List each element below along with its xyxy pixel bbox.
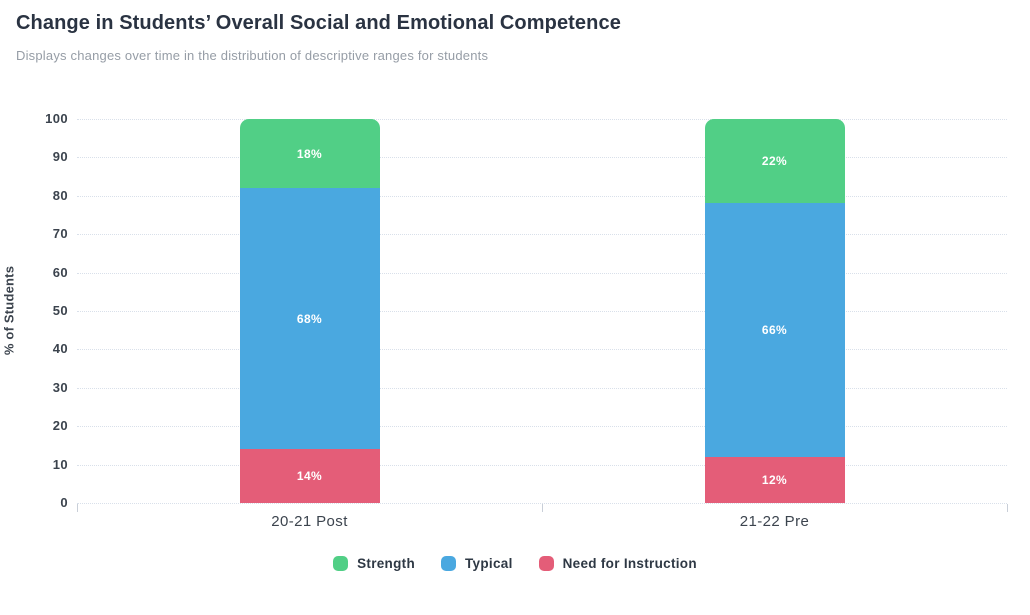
- legend-item-strength[interactable]: Strength: [333, 556, 415, 571]
- bar-20-21-post-segment-need-for-instruction[interactable]: 14%: [239, 449, 380, 503]
- x-axis-boundary-tick: [1006, 504, 1008, 512]
- y-tick-label-80: 80: [52, 187, 68, 203]
- category-band-20-21-post: 14% 68% 18%: [77, 119, 542, 503]
- gridline-70: [77, 234, 1007, 236]
- legend-swatch-typical: [441, 556, 456, 571]
- segment-value-label: 22%: [761, 154, 788, 169]
- gridline-30: [77, 387, 1007, 389]
- segment-value-label: 68%: [296, 311, 323, 326]
- x-axis-boundary-tick: [76, 504, 78, 512]
- bar-21-22-pre-segment-strength[interactable]: 22%: [704, 119, 845, 204]
- bar-20-21-post-segment-typical[interactable]: 68%: [239, 188, 380, 450]
- bar-21-22-pre-segment-typical[interactable]: 66%: [704, 203, 845, 457]
- legend-label-need-for-instruction: Need for Instruction: [562, 556, 697, 571]
- y-tick-label-10: 10: [52, 456, 68, 472]
- legend-label-strength: Strength: [357, 556, 415, 571]
- chart-subtitle: Displays changes over time in the distri…: [16, 48, 489, 63]
- x-axis-boundary-tick: [541, 504, 543, 512]
- y-tick-label-50: 50: [52, 303, 68, 318]
- bar-21-22-pre-segment-need-for-instruction[interactable]: 12%: [704, 456, 845, 503]
- legend-swatch-need-for-instruction: [538, 556, 554, 571]
- bar-20-21-post-segment-strength[interactable]: 18%: [239, 119, 380, 189]
- gridline-80: [77, 195, 1007, 197]
- chart-title: Change in Students’ Overall Social and E…: [16, 12, 621, 34]
- legend-item-typical[interactable]: Typical: [441, 556, 513, 571]
- y-tick-label-70: 70: [52, 226, 68, 242]
- segment-value-label: 12%: [761, 472, 788, 487]
- gridline-90: [77, 157, 1007, 159]
- segment-value-label: 14%: [296, 469, 323, 484]
- gridline-40: [77, 349, 1007, 351]
- legend-swatch-strength: [333, 556, 349, 571]
- gridline-50: [77, 311, 1007, 312]
- bar-20-21-post: 14% 68% 18%: [239, 119, 380, 503]
- plot-area: 14% 68% 18% 12% 66% 22%: [77, 119, 1007, 504]
- gridline-60: [77, 272, 1007, 274]
- category-band-21-22-pre: 12% 66% 22%: [542, 119, 1007, 503]
- y-tick-label-90: 90: [52, 149, 68, 165]
- y-tick-label-60: 60: [52, 264, 68, 280]
- y-tick-label-0: 0: [60, 495, 68, 510]
- segment-value-label: 18%: [296, 146, 323, 161]
- y-tick-label-30: 30: [52, 379, 68, 395]
- y-tick-label-40: 40: [52, 341, 68, 357]
- y-tick-label-100: 100: [45, 111, 68, 126]
- gridline-10: [77, 464, 1007, 466]
- gridline-100: [77, 119, 1007, 120]
- bar-21-22-pre: 12% 66% 22%: [704, 119, 845, 503]
- segment-value-label: 66%: [761, 323, 788, 338]
- legend: Strength Typical Need for Instruction: [0, 556, 1030, 571]
- gridline-0: [77, 503, 1007, 504]
- x-category-label-21-22-pre: 21-22 Pre: [739, 513, 810, 530]
- legend-label-typical: Typical: [465, 556, 513, 571]
- legend-item-need-for-instruction[interactable]: Need for Instruction: [538, 556, 697, 571]
- gridline-20: [77, 426, 1007, 428]
- x-axis: 20-21 Post 21-22 Pre: [76, 503, 1008, 543]
- x-category-label-20-21-post: 20-21 Post: [271, 513, 348, 530]
- y-tick-label-20: 20: [52, 418, 68, 434]
- y-axis-tick-labels: 0 10 20 30 40 50 60 70 80 90 100: [0, 111, 68, 510]
